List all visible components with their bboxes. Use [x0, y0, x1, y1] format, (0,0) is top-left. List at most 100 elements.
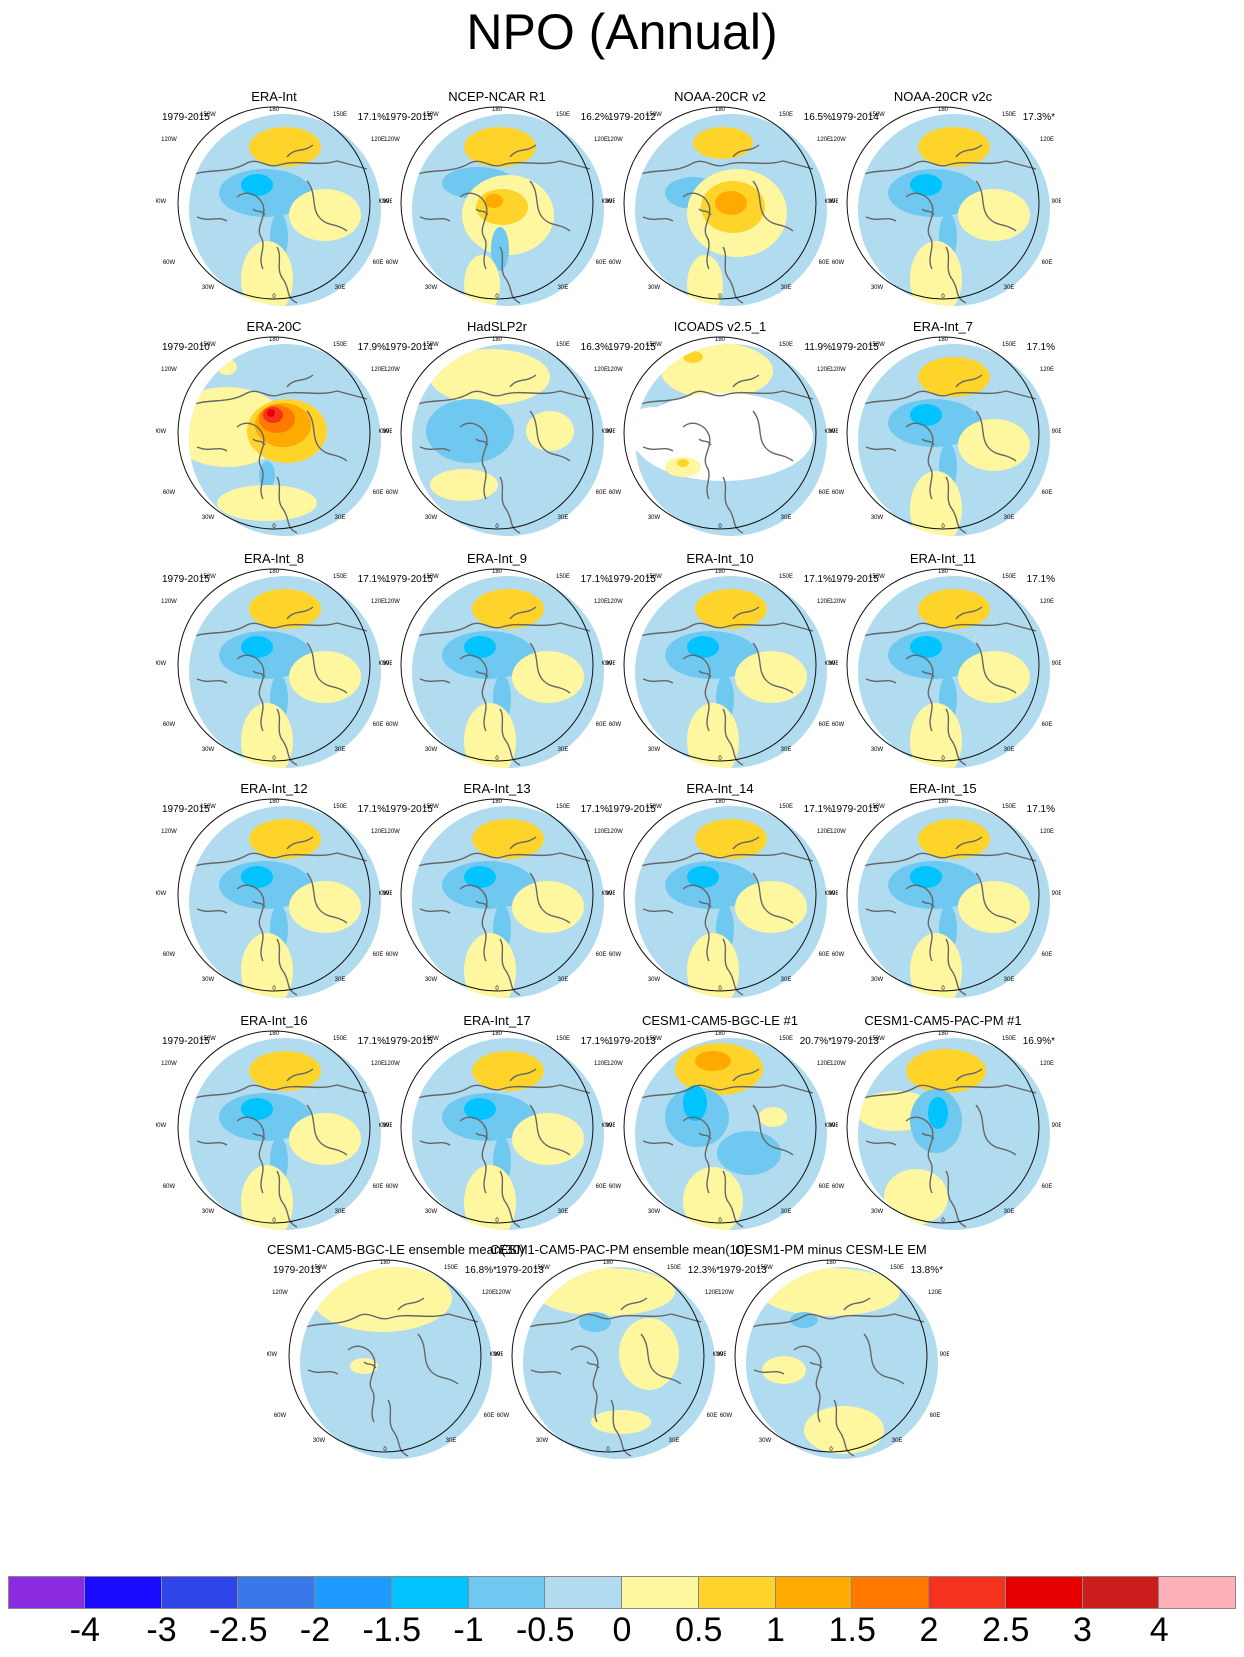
panel-years: 1979-2013 [719, 1265, 767, 1276]
map-boundary [623, 568, 817, 762]
coastline [189, 836, 368, 996]
anomaly-region [312, 1267, 452, 1332]
lon-label: 180 [826, 1260, 837, 1266]
anomaly-region [430, 469, 498, 501]
map-panel: 180150W150E120W120E90W90E60W60E30W30E0ER… [156, 1014, 392, 1248]
lon-label: 120E [371, 599, 385, 605]
lon-label: 30E [781, 977, 792, 983]
anomaly-region [687, 866, 719, 888]
polar-map: 180150W150E120W120E90W90E60W60E30W30E0 [156, 568, 392, 768]
lon-label: 30W [425, 1209, 438, 1215]
map-boundary [623, 798, 817, 992]
lon-label: 150W [200, 342, 216, 348]
lon-label: 120W [161, 137, 177, 143]
map-panel: 180150W150E120W120E90W90E60W60E30W30E0NC… [379, 90, 615, 324]
anomaly-region [472, 1051, 544, 1091]
panel-years: 1979-2015 [608, 574, 656, 585]
lon-label: 0 [495, 986, 499, 992]
lon-label: 60W [163, 1184, 176, 1190]
anomaly-region [695, 589, 767, 629]
lon-label: 180 [715, 1031, 726, 1037]
lon-label: 0 [495, 756, 499, 762]
lon-label: 60E [373, 952, 384, 958]
lon-label: 90E [1052, 891, 1061, 897]
lon-label: 90E [717, 1352, 726, 1358]
anomaly-region [464, 255, 500, 306]
anomaly-region [289, 1113, 361, 1165]
polar-map: 180150W150E120W120E90W90E60W60E30W30E0 [156, 798, 392, 998]
lon-label: 60W [163, 722, 176, 728]
map-panel: 180150W150E120W120E90W90E60W60E30W30E0CE… [713, 1243, 949, 1477]
panel-percent: 17.9% [357, 342, 386, 353]
lon-label: 120E [705, 1290, 719, 1296]
lon-label: 120E [371, 367, 385, 373]
lon-label: 90E [383, 429, 392, 435]
lon-label: 60E [930, 1413, 941, 1419]
lon-label: 150E [333, 342, 347, 348]
lon-label: 60W [163, 260, 176, 266]
map-panel: 180150W150E120W120E90W90E60W60E30W30E0ER… [379, 552, 615, 786]
map-boundary [177, 568, 371, 762]
colorbar-label: 0.5 [675, 1611, 723, 1649]
panel-years: 1979-2010 [162, 342, 210, 353]
lon-label: 150W [869, 1036, 885, 1042]
lon-label: 150W [423, 342, 439, 348]
lon-label: 120W [384, 829, 400, 835]
lon-label: 0 [718, 1218, 722, 1224]
panel-percent: 16.5% [803, 112, 832, 123]
lon-label: 120W [607, 137, 623, 143]
colorbar-swatch [852, 1576, 929, 1609]
lon-label: 30W [648, 285, 661, 291]
map-panel: 180150W150E120W120E90W90E60W60E30W30E0ER… [825, 320, 1061, 554]
map-boundary [400, 106, 594, 300]
colorbar-swatch [238, 1576, 315, 1609]
panel-percent: 16.8%* [464, 1265, 497, 1276]
lon-label: 120W [384, 367, 400, 373]
lon-label: 120E [594, 1061, 608, 1067]
lon-label: 60W [832, 490, 845, 496]
lon-label: 60W [274, 1413, 287, 1419]
lon-label: 150W [869, 804, 885, 810]
panel-percent: 12.3%* [687, 1265, 720, 1276]
polar-map: 180150W150E120W120E90W90E60W60E30W30E0 [602, 336, 838, 536]
lon-label: 150E [556, 342, 570, 348]
panel-years: 1979-2015 [831, 804, 879, 815]
map-panel: 180150W150E120W120E90W90E60W60E30W30E0CE… [490, 1243, 748, 1477]
lon-label: 30E [781, 1209, 792, 1215]
colorbar-label: -1.5 [362, 1611, 422, 1649]
panel-percent: 11.9% [804, 342, 832, 353]
lon-label: 150E [1002, 112, 1016, 118]
colorbar-label: 1.5 [828, 1611, 876, 1649]
lon-label: 120E [594, 599, 608, 605]
lon-label: 150W [869, 112, 885, 118]
anomaly-region [289, 189, 361, 241]
anomaly-region [910, 241, 962, 306]
lon-label: 30W [313, 1438, 326, 1444]
lon-label: 120W [161, 367, 177, 373]
lon-label: 30W [759, 1438, 772, 1444]
lon-label: 30E [558, 285, 569, 291]
lon-label: 90E [1052, 199, 1061, 205]
lon-label: 90E [829, 199, 838, 205]
anomaly-region [958, 419, 1030, 471]
panel-percent: 17.1% [1026, 804, 1055, 815]
polar-map: 180150W150E120W120E90W90E60W60E30W30E0 [156, 106, 392, 306]
panel-years: 1979-2015 [608, 342, 656, 353]
panel-title: NCEP-NCAR R1 [448, 89, 546, 104]
lon-label: 60E [819, 722, 830, 728]
map-panel: 180150W150E120W120E90W90E60W60E30W30E0ER… [602, 552, 838, 786]
lon-label: 150W [200, 1036, 216, 1042]
panel-percent: 17.1% [580, 804, 609, 815]
map-panel: 180150W150E120W120E90W90E60W60E30W30E0ER… [602, 782, 838, 1016]
lon-label: 30E [335, 515, 346, 521]
lon-label: 30E [1004, 977, 1015, 983]
anomaly-region [430, 349, 550, 405]
map-boundary [177, 336, 371, 530]
panel-percent: 17.1% [357, 574, 386, 585]
lon-label: 0 [272, 524, 276, 530]
anomaly-region [910, 703, 962, 768]
lon-label: 0 [718, 294, 722, 300]
lon-label: 90W [825, 661, 836, 667]
map-boundary [400, 1030, 594, 1224]
coastline [858, 144, 1037, 304]
